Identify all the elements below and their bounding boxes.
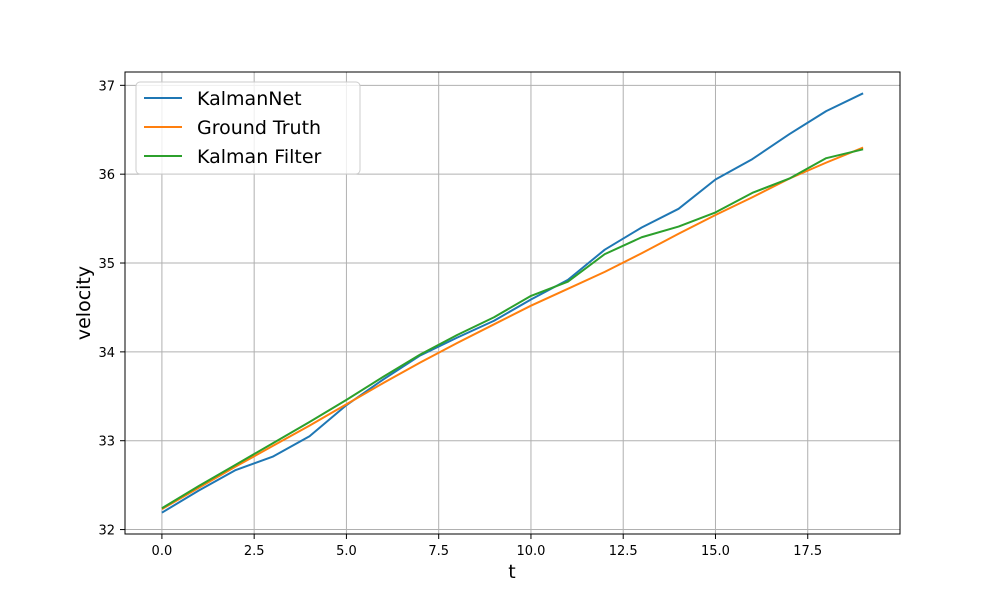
- x-tick-label: 2.5: [244, 544, 265, 559]
- legend-box: [135, 81, 361, 175]
- y-tick-label: 36: [98, 168, 115, 183]
- series-line-kalmannet: [161, 92, 864, 514]
- series-lines: [161, 92, 864, 514]
- y-tick-label: 33: [98, 435, 115, 450]
- x-tick-label: 12.5: [609, 544, 638, 559]
- x-axis: 0.0 2.5 5.0 7.5 10.0 12.5 15.0 17.5: [152, 534, 822, 559]
- legend: KalmanNet Ground Truth Kalman Filter: [135, 81, 361, 175]
- x-tick-label: 5.0: [336, 544, 357, 559]
- legend-label: KalmanNet: [197, 88, 302, 110]
- series-line-ground-truth: [161, 146, 864, 510]
- x-tick-label: 15.0: [701, 544, 730, 559]
- series-line-kalman-filter: [161, 148, 864, 510]
- x-tick-label: 17.5: [793, 544, 822, 559]
- y-tick-label: 35: [98, 257, 115, 272]
- y-axis-label: velocity: [73, 266, 95, 340]
- y-axis: 32 33 34 35 36 37: [98, 79, 125, 539]
- plot-frame: [124, 71, 901, 535]
- x-tick-label: 7.5: [428, 544, 449, 559]
- x-axis-label: t: [508, 561, 515, 583]
- x-tick-label: 10.0: [516, 544, 545, 559]
- y-tick-label: 37: [98, 79, 115, 94]
- x-tick-label: 0.0: [152, 544, 173, 559]
- legend-label: Ground Truth: [197, 117, 321, 139]
- y-tick-label: 34: [98, 346, 115, 361]
- y-tick-label: 32: [98, 524, 115, 539]
- legend-label: Kalman Filter: [197, 146, 322, 168]
